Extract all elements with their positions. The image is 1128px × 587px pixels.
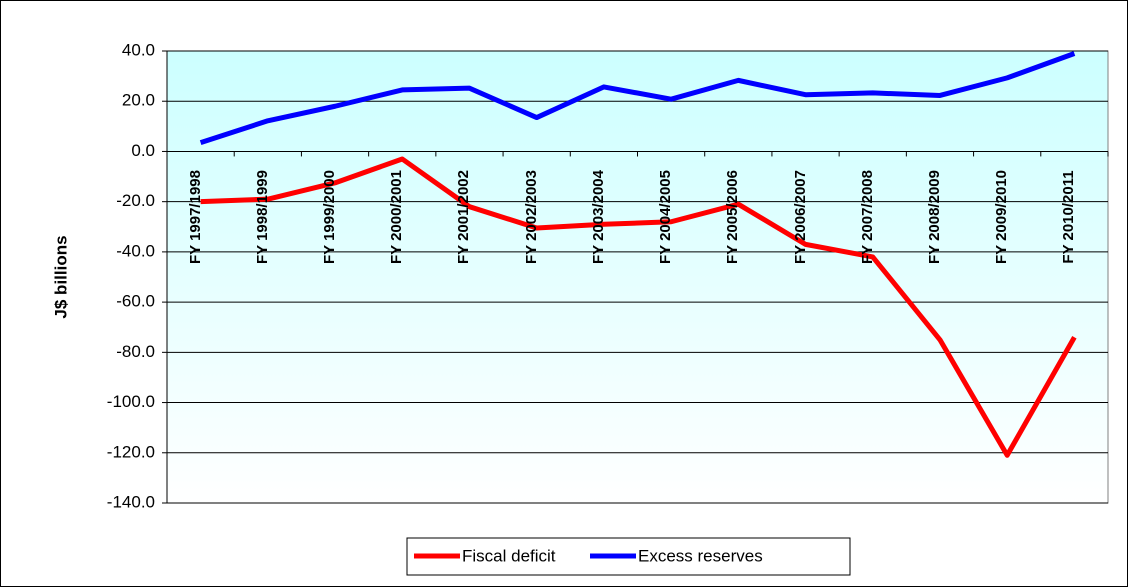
legend-label: Fiscal deficit (462, 546, 556, 565)
x-tick-label: FY 2008/2009 (925, 170, 943, 264)
x-tick-label: FY 2000/2001 (388, 170, 406, 264)
y-axis-title: J$ billions (51, 235, 70, 318)
x-tick-label: FY 2010/2011 (1060, 170, 1078, 264)
legend-label: Excess reserves (638, 546, 763, 565)
x-tick-label: FY 2006/2007 (791, 170, 809, 264)
x-tick-label: FY 1999/2000 (321, 170, 339, 264)
y-tick-label: -80.0 (116, 342, 155, 361)
x-tick-label: FY 2003/2004 (589, 170, 607, 264)
x-tick-label: FY 2007/2008 (858, 170, 876, 264)
x-tick-label: FY 2002/2003 (522, 170, 540, 264)
x-tick-label: FY 2004/2005 (657, 170, 675, 264)
y-tick-label: 20.0 (122, 91, 155, 110)
x-tick-label: FY 2001/2002 (455, 170, 473, 264)
x-tick-label: FY 2009/2010 (993, 170, 1011, 264)
y-tick-label: -100.0 (107, 392, 155, 411)
series-line (200, 156, 1077, 458)
y-tick-label: -120.0 (107, 442, 155, 461)
y-tick-label: 0.0 (131, 141, 155, 160)
series-line (199, 51, 1076, 146)
x-tick-label: FY 1997/1998 (186, 170, 204, 264)
y-tick-label: -140.0 (107, 492, 155, 511)
y-tick-label: 40.0 (122, 40, 155, 59)
x-tick-label: FY 1998/1999 (253, 170, 271, 264)
y-tick-label: -40.0 (116, 241, 155, 260)
y-tick-label: -60.0 (116, 292, 155, 311)
y-tick-label: -20.0 (116, 191, 155, 210)
x-tick-label: FY 2005/2006 (724, 170, 742, 264)
plot-area (166, 50, 1109, 504)
